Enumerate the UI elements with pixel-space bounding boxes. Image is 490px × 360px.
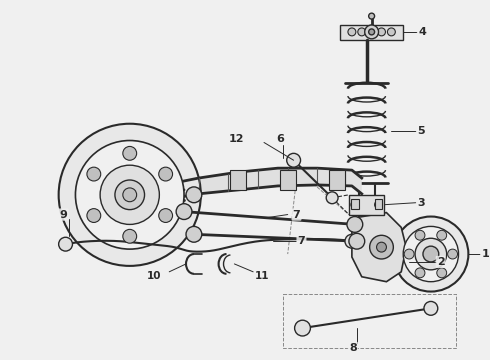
- Text: 2: 2: [437, 257, 444, 267]
- Circle shape: [376, 242, 387, 252]
- Circle shape: [415, 268, 425, 278]
- Circle shape: [294, 320, 310, 336]
- Polygon shape: [374, 199, 383, 209]
- Polygon shape: [230, 170, 246, 190]
- Text: 9: 9: [60, 210, 68, 220]
- Circle shape: [87, 209, 101, 222]
- Circle shape: [393, 216, 468, 292]
- Circle shape: [186, 187, 202, 203]
- Circle shape: [403, 226, 459, 282]
- Text: 3: 3: [417, 198, 425, 208]
- Circle shape: [424, 301, 438, 315]
- Circle shape: [415, 238, 447, 270]
- Circle shape: [59, 237, 73, 251]
- Circle shape: [75, 140, 184, 249]
- Circle shape: [186, 226, 202, 242]
- Polygon shape: [280, 170, 295, 190]
- Circle shape: [437, 268, 447, 278]
- Circle shape: [351, 201, 359, 209]
- Circle shape: [123, 147, 137, 160]
- Circle shape: [123, 188, 137, 202]
- Circle shape: [123, 229, 137, 243]
- Circle shape: [368, 29, 374, 35]
- Text: 4: 4: [418, 27, 426, 37]
- Text: 5: 5: [417, 126, 425, 136]
- Circle shape: [345, 234, 359, 248]
- Text: 7: 7: [297, 236, 305, 246]
- Circle shape: [348, 28, 356, 36]
- Circle shape: [368, 28, 375, 36]
- Polygon shape: [349, 195, 385, 215]
- Text: 8: 8: [349, 343, 357, 353]
- Circle shape: [388, 28, 395, 36]
- Polygon shape: [329, 170, 345, 190]
- Text: 1: 1: [481, 249, 489, 259]
- Text: 11: 11: [255, 271, 270, 281]
- Circle shape: [437, 230, 447, 240]
- Polygon shape: [352, 213, 406, 282]
- Circle shape: [59, 124, 201, 266]
- Circle shape: [448, 249, 458, 259]
- Circle shape: [347, 216, 363, 232]
- Circle shape: [374, 201, 383, 209]
- Text: 12: 12: [229, 134, 244, 144]
- Circle shape: [423, 246, 439, 262]
- Text: 6: 6: [276, 134, 284, 144]
- Circle shape: [100, 165, 159, 224]
- Circle shape: [358, 28, 366, 36]
- Circle shape: [87, 167, 101, 181]
- Polygon shape: [351, 199, 359, 209]
- Circle shape: [176, 204, 192, 220]
- Circle shape: [287, 153, 300, 167]
- Circle shape: [404, 249, 414, 259]
- Circle shape: [368, 13, 374, 19]
- Circle shape: [369, 235, 393, 259]
- Polygon shape: [340, 25, 403, 40]
- Circle shape: [326, 192, 338, 204]
- Polygon shape: [164, 168, 362, 200]
- Text: 7: 7: [293, 210, 300, 220]
- Text: 10: 10: [147, 271, 161, 281]
- Circle shape: [365, 25, 379, 39]
- Circle shape: [349, 233, 365, 249]
- Circle shape: [415, 230, 425, 240]
- Circle shape: [115, 180, 145, 210]
- Circle shape: [159, 167, 172, 181]
- Circle shape: [159, 209, 172, 222]
- Circle shape: [378, 28, 386, 36]
